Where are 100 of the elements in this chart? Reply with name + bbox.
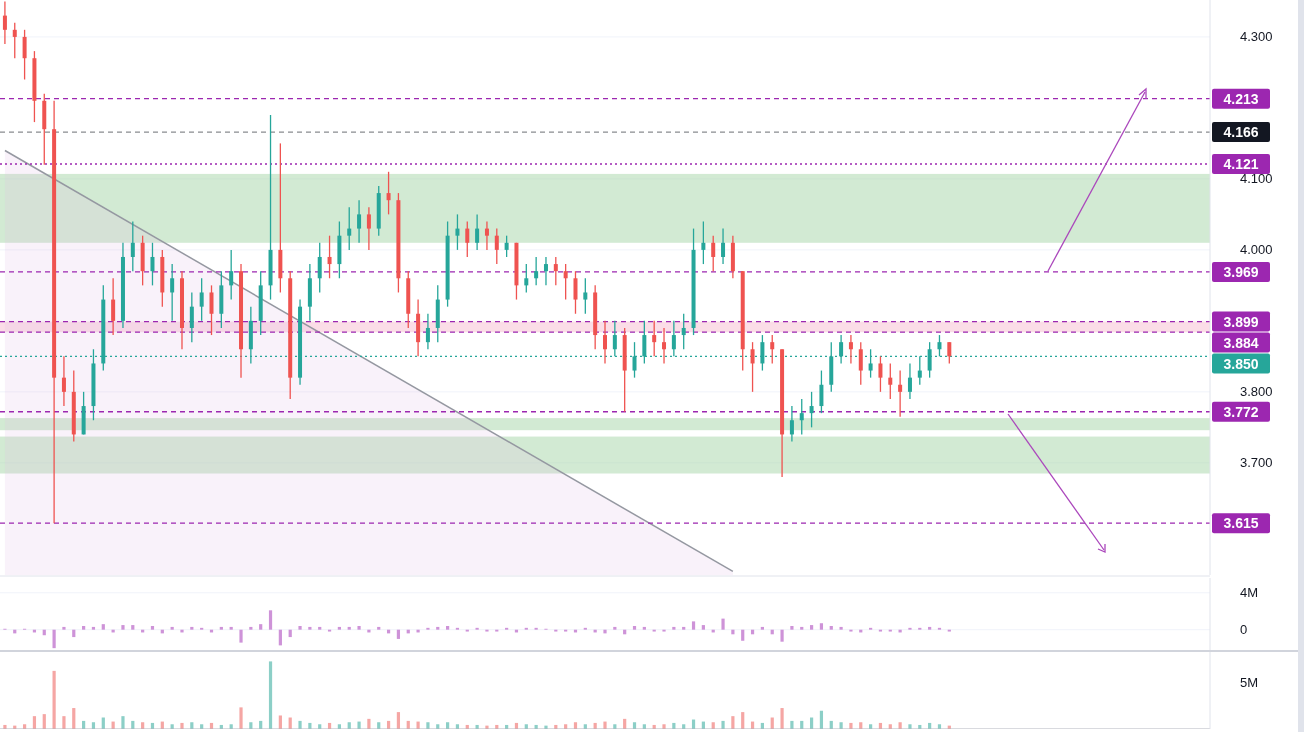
candlestick — [22, 29, 27, 81]
bar — [613, 626, 617, 630]
y-tick-label: 3.800 — [1240, 384, 1273, 400]
bar — [662, 724, 666, 729]
candlestick — [701, 220, 706, 265]
ref-line-label: 3.899 — [1223, 313, 1259, 330]
bar — [396, 629, 401, 639]
text: 5M — [1240, 675, 1259, 690]
bar — [800, 626, 804, 630]
candlestick — [848, 334, 853, 365]
ref-line-label: 4.166 — [1223, 124, 1259, 141]
ref-line-label: 4.213 — [1223, 90, 1259, 107]
bar — [436, 626, 440, 630]
candlestick — [2, 0, 7, 45]
bar — [259, 624, 263, 630]
candlestick — [652, 320, 657, 358]
candlestick — [858, 341, 863, 386]
candlestick — [61, 355, 66, 407]
bar — [367, 718, 371, 729]
candlestick — [543, 256, 548, 287]
bar — [603, 629, 607, 634]
candlestick — [770, 334, 775, 365]
y-tick-label: 3.700 — [1240, 455, 1273, 471]
y-tick-label: 4.300 — [1240, 29, 1273, 45]
bar — [101, 624, 105, 630]
bar — [603, 721, 607, 729]
bar — [308, 626, 312, 630]
bar — [377, 626, 381, 630]
bar — [760, 626, 764, 630]
bar — [741, 629, 745, 641]
bar — [150, 626, 155, 630]
bar — [446, 626, 450, 630]
candlestick — [789, 405, 794, 443]
bar — [780, 629, 784, 642]
candlestick — [721, 227, 726, 265]
bar — [131, 625, 135, 630]
bar — [62, 716, 66, 729]
candlestick — [799, 398, 804, 436]
bar — [121, 716, 125, 729]
candlestick — [366, 206, 371, 251]
y-tick-label: 0 — [1240, 622, 1248, 638]
candlestick — [475, 213, 480, 251]
bar — [180, 722, 184, 729]
ref-line-label: 3.969 — [1223, 263, 1259, 280]
bar — [928, 626, 932, 630]
candlestick — [534, 256, 539, 287]
candlestick — [809, 391, 814, 428]
bar — [632, 626, 637, 630]
candlestick — [189, 291, 194, 343]
candlestick — [494, 227, 499, 265]
candlestick — [898, 369, 903, 418]
candlestick — [386, 171, 391, 216]
candlestick — [819, 369, 824, 414]
candlestick — [327, 235, 332, 279]
candlestick — [425, 313, 430, 350]
bar — [52, 670, 56, 729]
candlestick — [170, 263, 175, 322]
candlestick — [317, 242, 322, 294]
candlestick — [662, 327, 667, 365]
candlestick — [603, 320, 607, 365]
candlestick — [484, 220, 489, 251]
bar — [839, 626, 843, 630]
bar — [691, 621, 696, 630]
candlestick — [199, 277, 204, 322]
bar — [809, 625, 814, 630]
candlestick — [455, 213, 460, 251]
bar — [268, 610, 273, 630]
bar — [3, 724, 7, 729]
bar — [672, 626, 676, 630]
candlestick — [111, 277, 116, 336]
y-tick-label: 4.000 — [1240, 242, 1273, 258]
y-tick-label: 4.100 — [1240, 171, 1273, 187]
ref-line-label: 4.121 — [1223, 156, 1259, 173]
bar — [170, 626, 174, 630]
bar — [318, 626, 322, 630]
bar — [357, 721, 361, 729]
candlestick — [711, 235, 716, 272]
bar — [190, 626, 194, 630]
bar — [829, 626, 833, 630]
candlestick — [504, 235, 509, 258]
candlestick — [12, 22, 17, 59]
bar — [426, 722, 430, 729]
candlestick — [150, 242, 155, 287]
bar — [682, 626, 686, 630]
ref-line-label: 3.772 — [1223, 403, 1259, 420]
bar — [642, 626, 646, 630]
bar — [249, 626, 253, 630]
bar — [819, 623, 824, 630]
bar — [908, 724, 912, 729]
bar — [337, 626, 341, 630]
candlestick — [888, 362, 893, 400]
ref-line-label: 3.850 — [1223, 355, 1259, 372]
bar — [72, 708, 76, 729]
ref-line-label: 3.615 — [1223, 515, 1259, 532]
candlestick — [553, 256, 558, 287]
bar — [229, 626, 233, 630]
candlestick — [612, 320, 617, 358]
bar — [268, 661, 273, 729]
bar — [278, 629, 282, 646]
bar — [298, 720, 302, 729]
